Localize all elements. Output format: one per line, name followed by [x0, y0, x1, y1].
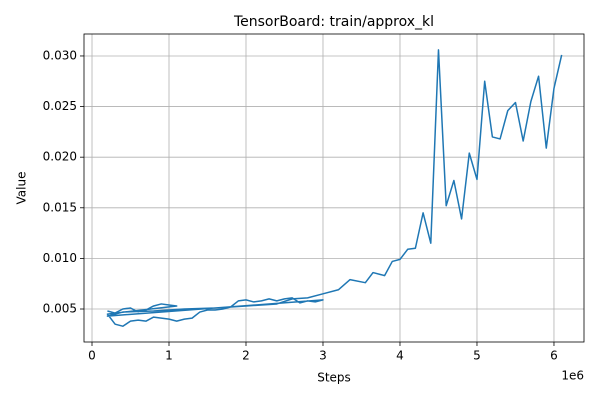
y-tick-label: 0.030 — [43, 48, 77, 62]
line — [106, 49, 563, 327]
x-tick-label: 1 — [165, 349, 173, 363]
y-tick-label: 0.025 — [43, 99, 77, 113]
x-tick-label: 5 — [473, 349, 481, 363]
x-tick-label: 4 — [396, 349, 404, 363]
x-tick-label: 3 — [319, 349, 327, 363]
x-offset-label: 1e6 — [561, 369, 584, 383]
x-tick-label: 0 — [88, 349, 96, 363]
x-axis-label: Steps — [317, 371, 351, 385]
y-tick-label: 0.020 — [43, 150, 77, 164]
x-tick-label: 6 — [550, 349, 558, 363]
x-tick-label: 2 — [242, 349, 250, 363]
chart-title: TensorBoard: train/approx_kl — [233, 14, 434, 30]
y-tick-label: 0.005 — [43, 302, 77, 316]
y-tick-label: 0.010 — [43, 251, 77, 265]
y-axis-label: Value — [15, 172, 29, 205]
y-tick-label: 0.015 — [43, 200, 77, 214]
plot-frame — [83, 33, 585, 343]
